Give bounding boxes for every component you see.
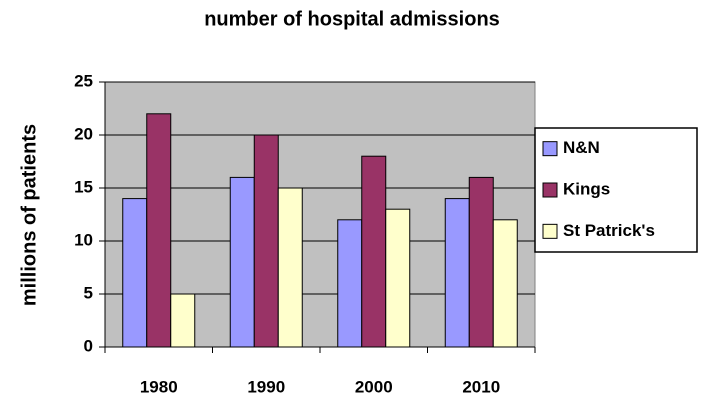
bar xyxy=(337,219,363,348)
y-tick-label: 5 xyxy=(84,283,93,302)
bar xyxy=(444,198,470,348)
y-tick-label: 15 xyxy=(74,177,93,196)
bar xyxy=(253,134,279,348)
x-tick-label: 2010 xyxy=(462,377,500,396)
legend-swatch xyxy=(542,223,558,239)
x-tick-label: 1990 xyxy=(247,377,285,396)
legend-swatch xyxy=(542,141,558,157)
bar xyxy=(277,187,303,348)
y-tick-label: 20 xyxy=(74,124,93,143)
bar xyxy=(170,293,196,348)
legend-label: St Patrick's xyxy=(563,221,655,240)
bar xyxy=(229,176,255,348)
bar xyxy=(146,113,172,348)
chart-title: number of hospital admissions xyxy=(204,8,500,30)
x-tick-label: 1980 xyxy=(140,377,178,396)
y-tick-label: 25 xyxy=(74,71,93,90)
bar xyxy=(492,219,518,348)
bar xyxy=(385,208,411,348)
legend-label: N&N xyxy=(563,138,600,157)
legend-swatch xyxy=(542,182,558,198)
legend-box xyxy=(534,127,698,253)
legend-label: Kings xyxy=(563,179,610,198)
y-axis-label: millions of patients xyxy=(18,124,40,306)
bar xyxy=(122,198,148,348)
x-tick-label: 2000 xyxy=(355,377,393,396)
bar xyxy=(361,155,387,348)
y-tick-label: 0 xyxy=(84,336,93,355)
bar xyxy=(468,176,494,348)
y-tick-label: 10 xyxy=(74,230,93,249)
